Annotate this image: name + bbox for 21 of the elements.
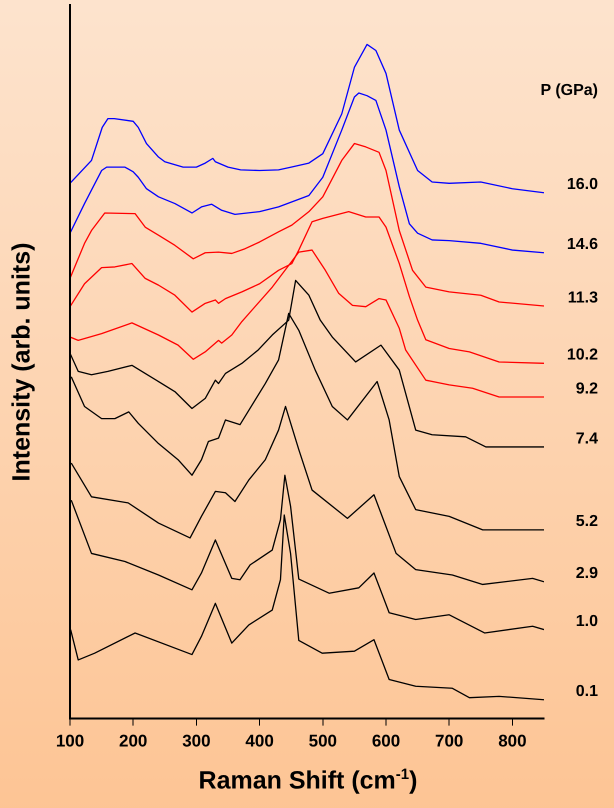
series-label: 7.4 — [576, 430, 598, 448]
x-tick-label: 700 — [435, 731, 464, 750]
x-tick-label: 300 — [182, 731, 211, 750]
series-label: 1.0 — [576, 613, 598, 630]
x-tick-label: 500 — [308, 731, 337, 750]
x-tick-label: 100 — [56, 731, 84, 750]
series-label: 14.6 — [566, 236, 598, 254]
x-tick-label: 800 — [498, 731, 527, 750]
x-tick-label: 400 — [245, 731, 274, 750]
y-axis-title: Intensity (arb. units) — [8, 242, 36, 482]
series-label: 10.2 — [566, 346, 598, 364]
series-label: 11.3 — [568, 289, 598, 306]
series-label: 9.2 — [576, 380, 598, 398]
legend-title: P (GPa) — [540, 82, 598, 100]
series-label: 2.9 — [576, 565, 598, 582]
x-axis-title: Raman Shift (cm$^{-1}$) — [198, 766, 418, 796]
x-tick-label: 200 — [119, 731, 148, 750]
series-label: 5.2 — [576, 513, 598, 530]
x-tick-label: 600 — [372, 731, 400, 750]
series-label: 16.0 — [566, 176, 598, 194]
series-label: 0.1 — [576, 683, 598, 700]
